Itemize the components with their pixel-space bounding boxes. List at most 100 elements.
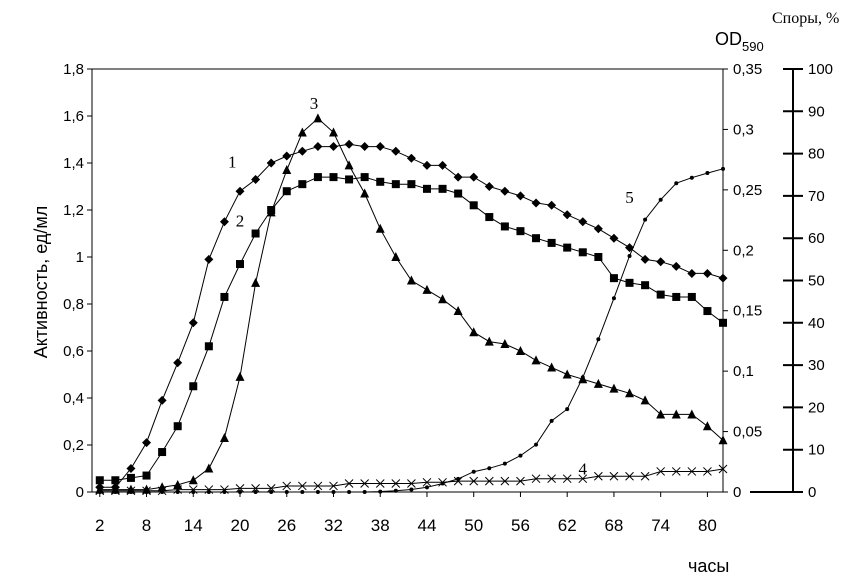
series-5-point: [113, 490, 118, 494]
series-1-point: [687, 268, 697, 278]
curve-label-3: 3: [310, 94, 319, 113]
series-1-point: [188, 318, 198, 328]
series-2-point: [438, 184, 447, 193]
series-layer: [95, 113, 728, 496]
series-2-point: [251, 229, 260, 238]
series-4-point: [671, 467, 681, 476]
series-4-point: [500, 476, 510, 486]
series-5-point: [534, 442, 539, 447]
series-1-point: [313, 142, 323, 152]
series-1-point: [702, 268, 712, 278]
series-5-point: [160, 490, 165, 494]
x-tick-label: 44: [418, 516, 437, 535]
series-1-point: [640, 254, 650, 264]
series-3-point: [251, 277, 261, 287]
series-2-point: [703, 307, 712, 316]
series-1-point: [126, 464, 136, 473]
series-4-point: [656, 467, 666, 476]
x-tick-label: 32: [324, 516, 343, 535]
series-5-point: [300, 490, 305, 494]
y2-tick-label: 0,3: [733, 121, 754, 138]
x-tick-label: 56: [511, 516, 530, 535]
y-tick-label: 1,8: [63, 61, 84, 78]
series-3-point: [531, 355, 541, 365]
series-4-point: [375, 479, 385, 488]
series-1-point: [593, 224, 603, 234]
series-4-point: [578, 474, 588, 484]
y-tick-label: 0: [76, 484, 84, 501]
series-3-point: [235, 371, 245, 381]
axes: 0 0,2 0,4 0,6 0,8 1 1,2 1,4 1,6 1,8 0 0,05 0,1 0,15 0,…: [63, 61, 833, 535]
series-2-point: [391, 180, 400, 189]
y3-tick-label: 40: [808, 315, 825, 332]
series-1-point: [251, 174, 261, 184]
series-4-point: [562, 474, 572, 484]
series-5-point: [611, 296, 616, 301]
series-3-point: [515, 346, 525, 355]
series-3-point: [328, 127, 338, 137]
series-5-point: [627, 253, 632, 258]
series-4-point: [344, 479, 354, 488]
series-2-point: [500, 222, 509, 231]
series-4-point: [297, 481, 307, 491]
series-1-point: [266, 158, 276, 168]
x-tick-label: 8: [142, 516, 151, 535]
series-2-point: [609, 274, 618, 283]
series-5-point: [378, 489, 383, 494]
series-5-point: [128, 490, 133, 494]
series-3-point: [593, 378, 603, 388]
series-2-point: [594, 253, 603, 261]
y2-tick-label: 0,25: [733, 182, 762, 199]
series-1-point: [360, 142, 370, 152]
series-1-point: [173, 358, 183, 368]
series-2-point: [111, 476, 120, 485]
series-4-point: [687, 467, 697, 476]
series-5-point: [596, 337, 601, 342]
series-4-point: [235, 484, 245, 493]
x-axis-title: часы: [688, 556, 729, 576]
series-2-point: [204, 342, 213, 351]
series-2-point: [189, 382, 198, 391]
series-1-point: [422, 160, 432, 170]
series-1-point: [297, 146, 307, 156]
series-4-point: [484, 476, 494, 486]
series-5-point: [580, 375, 585, 380]
series-3-point: [110, 484, 120, 494]
series-2-point: [422, 184, 431, 193]
series-1-point: [235, 186, 245, 196]
series-5-point: [674, 181, 679, 186]
y3-tick-label: 30: [808, 357, 825, 374]
series-2-point: [236, 260, 245, 269]
series-2-point: [173, 422, 182, 431]
y3-tick-label: 80: [808, 146, 825, 163]
x-tick-label: 50: [464, 516, 483, 535]
y2-tick-label: 0,2: [733, 242, 754, 259]
series-5-point: [206, 490, 211, 494]
y3-tick-label: 0: [808, 484, 816, 501]
series-3-point: [375, 223, 385, 233]
x-tick-label: 38: [371, 516, 390, 535]
series-3-point: [422, 284, 432, 294]
series-3-point: [126, 484, 136, 494]
series-5-point: [191, 490, 196, 494]
series-2-point: [516, 227, 525, 236]
series-2-point: [345, 175, 354, 184]
series-2-point: [578, 248, 587, 257]
series-1-point: [406, 153, 416, 163]
x-tick-label: 20: [231, 516, 250, 535]
series-5-point: [502, 461, 507, 466]
series-3-point: [500, 338, 510, 348]
series-1-point: [328, 142, 338, 152]
y2-axis-title-sub: 590: [742, 39, 764, 54]
series-5-point: [456, 476, 461, 481]
y-tick-label: 0,2: [63, 437, 84, 454]
series-2-point: [158, 448, 167, 457]
series-2-point: [547, 238, 556, 247]
curve-label-4: 4: [579, 459, 588, 478]
x-tick-label: 26: [277, 516, 296, 535]
series-4-point: [422, 477, 432, 487]
series-4-point: [547, 474, 556, 484]
series-5-point: [565, 407, 570, 412]
series-4-point: [407, 479, 416, 488]
y3-tick-label: 90: [808, 103, 825, 120]
